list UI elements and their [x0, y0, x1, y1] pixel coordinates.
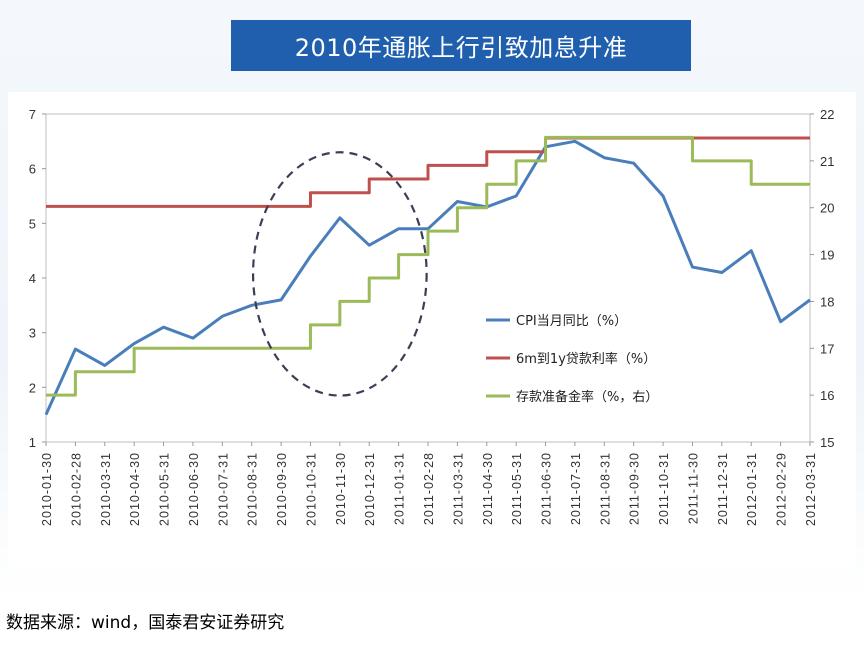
y-left-tick-label: 6 — [29, 162, 36, 177]
x-tick-label: 2010-02-28 — [69, 452, 83, 526]
legend-label-1: CPI当月同比（%） — [516, 314, 627, 329]
x-tick-label: 2011-06-30 — [540, 452, 554, 525]
x-tick-label: 2011-01-31 — [393, 452, 407, 525]
x-tick-label: 2011-02-28 — [422, 452, 436, 525]
x-tick-label: 2012-01-31 — [745, 452, 759, 526]
x-tick-label: 2010-10-31 — [304, 452, 318, 526]
y-left-tick-label: 1 — [29, 435, 36, 450]
page-title: 2010年通胀上行引致加息升准 — [231, 20, 691, 71]
x-tick-label: 2010-11-30 — [334, 452, 348, 525]
x-tick-label: 2011-07-31 — [569, 452, 583, 525]
page-title-text: 2010年通胀上行引致加息升准 — [294, 34, 628, 62]
y-left-tick-label: 3 — [29, 326, 36, 341]
x-tick-label: 2011-12-31 — [716, 452, 730, 525]
y-right-ticks: 15 16 17 18 19 20 21 22 — [810, 107, 834, 450]
y-left-ticks: 1 2 3 4 5 6 7 — [29, 107, 46, 450]
y-right-tick-label: 18 — [820, 294, 834, 309]
x-tick-label: 2011-11-30 — [686, 452, 700, 524]
chart-axes — [45, 113, 811, 443]
x-tick-label: 2011-09-30 — [628, 452, 642, 525]
x-tick-label: 2010-07-31 — [216, 452, 230, 526]
x-ticks: 2010-01-30 2010-02-28 2010-03-31 2010-04-30… — [40, 442, 818, 526]
y-right-tick-label: 15 — [820, 435, 834, 450]
series-lines — [44, 135, 811, 416]
x-tick-label: 2011-04-30 — [481, 452, 495, 525]
plot-frame — [45, 113, 811, 443]
y-right-tick-label: 17 — [820, 341, 834, 356]
y-right-tick-label: 21 — [820, 154, 834, 169]
x-tick-label: 2010-09-30 — [275, 452, 289, 526]
y-right-tick-label: 16 — [820, 388, 834, 403]
source-note: 数据来源：wind，国泰君安证券研究 — [6, 613, 285, 633]
x-tick-label: 2010-08-31 — [246, 452, 260, 526]
y-left-tick-label: 2 — [29, 380, 36, 395]
legend-label-3: 存款准备金率（%，右） — [516, 389, 658, 405]
x-tick-label: 2010-04-30 — [128, 452, 142, 526]
annotation-layer — [251, 151, 428, 397]
annotation-ellipse — [251, 151, 428, 397]
x-tick-label: 2011-03-31 — [451, 452, 465, 525]
y-left-tick-label: 4 — [29, 271, 36, 286]
series-line-2 — [46, 136, 810, 208]
y-left-tick-label: 7 — [29, 107, 36, 122]
x-tick-label: 2011-08-31 — [598, 452, 612, 525]
x-tick-label: 2012-03-31 — [804, 452, 818, 526]
y-right-tick-label: 20 — [820, 201, 834, 216]
series-line-1 — [44, 139, 811, 416]
x-tick-label: 2012-02-29 — [775, 452, 789, 526]
chart-legend: CPI当月同比（%） 6m到1y贷款利率（%） 存款准备金率（%，右） — [486, 314, 658, 405]
x-tick-label: 2011-10-31 — [657, 452, 671, 525]
y-right-tick-label: 19 — [820, 248, 834, 263]
x-tick-label: 2010-12-31 — [363, 452, 377, 526]
x-tick-label: 2010-05-31 — [158, 452, 172, 526]
x-tick-label: 2010-03-31 — [99, 452, 113, 526]
series-line-3 — [46, 135, 810, 397]
y-left-tick-label: 5 — [29, 216, 36, 231]
x-tick-label: 2010-06-30 — [187, 452, 201, 526]
x-tick-label: 2011-05-31 — [510, 452, 524, 525]
y-right-tick-label: 22 — [820, 107, 834, 122]
legend-label-2: 6m到1y贷款利率（%） — [516, 351, 656, 367]
x-tick-label: 2010-01-30 — [40, 452, 54, 526]
